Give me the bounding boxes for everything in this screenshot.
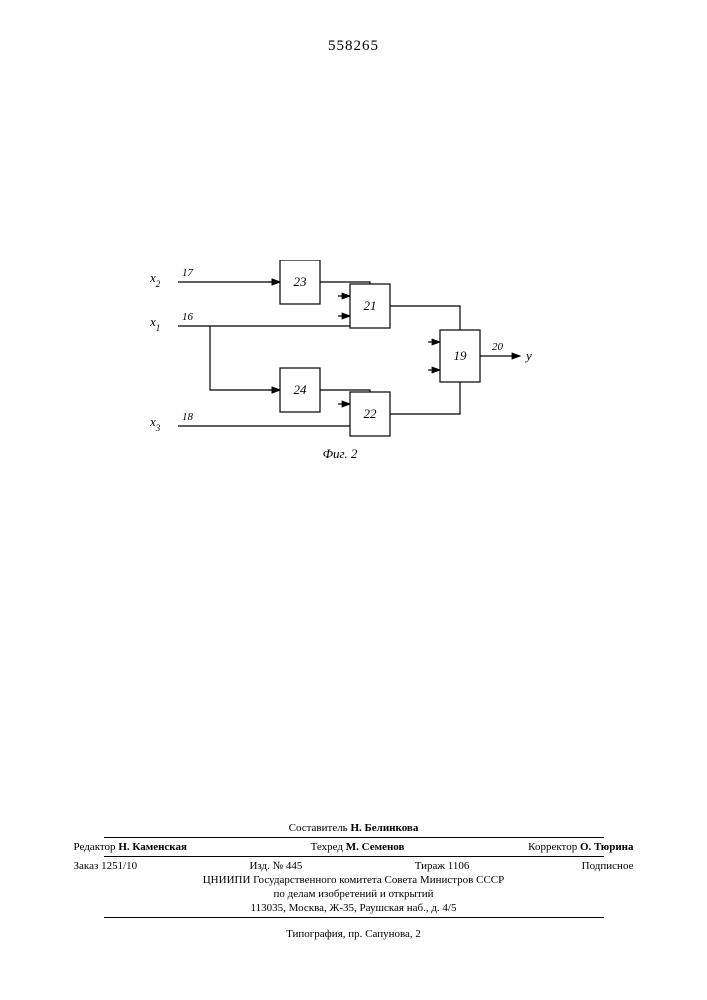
- svg-text:y: y: [524, 348, 532, 363]
- svg-text:Фиг. 2: Фиг. 2: [323, 446, 358, 461]
- svg-text:19: 19: [454, 348, 468, 363]
- org-line1: ЦНИИПИ Государственного комитета Совета …: [0, 874, 707, 886]
- order-num: 1251/10: [101, 860, 137, 872]
- corrector-block: Корректор О. Тюрина: [528, 841, 633, 853]
- techred-label: Техред: [311, 841, 343, 853]
- block-diagram: 23 21 24 22 19 x2 17 x1 16 x3 18 20 y Фиг. 2: [140, 260, 560, 470]
- svg-text:24: 24: [294, 382, 308, 397]
- svg-text:x3: x3: [149, 414, 161, 433]
- print-line: Заказ 1251/10 Изд. № 445 Тираж 1106 Подп…: [64, 860, 644, 872]
- svg-text:x2: x2: [149, 270, 161, 289]
- svg-text:x1: x1: [149, 314, 160, 333]
- editor-label: Редактор: [74, 841, 116, 853]
- izd-label: Изд. №: [249, 860, 283, 872]
- svg-text:23: 23: [294, 274, 308, 289]
- techred-name: М. Семенов: [346, 841, 405, 853]
- rule-2: [104, 856, 604, 857]
- footer: Составитель Н. Белинкова Редактор Н. Кам…: [0, 822, 707, 940]
- compiler-label: Составитель: [289, 822, 348, 834]
- tirazh-label: Тираж: [415, 860, 445, 872]
- svg-text:17: 17: [182, 267, 194, 279]
- org-line2: по делам изобретений и открытий: [0, 888, 707, 900]
- editors-line: Редактор Н. Каменская Техред М. Семенов …: [64, 841, 644, 853]
- izd-block: Изд. № 445: [249, 860, 302, 872]
- diagram-svg: 23 21 24 22 19 x2 17 x1 16 x3 18 20 y Фиг. 2: [140, 260, 560, 470]
- tirazh-num: 1106: [448, 860, 470, 872]
- document-number: 558265: [0, 38, 707, 55]
- page: 558265 23 21 24 22 19 x2 17 x1 16 x3 18 20 y Фиг. 2 С…: [0, 0, 707, 1000]
- editor-name: Н. Каменская: [118, 841, 187, 853]
- corrector-label: Корректор: [528, 841, 577, 853]
- svg-text:18: 18: [182, 411, 194, 423]
- compiler-name: Н. Белинкова: [350, 822, 418, 834]
- izd-num: 445: [286, 860, 303, 872]
- compiler-line: Составитель Н. Белинкова: [0, 822, 707, 834]
- svg-text:20: 20: [492, 341, 504, 353]
- svg-text:21: 21: [364, 298, 377, 313]
- corrector-name: О. Тюрина: [580, 841, 634, 853]
- rule-1: [104, 837, 604, 838]
- typography: Типография, пр. Сапунова, 2: [0, 928, 707, 940]
- order-block: Заказ 1251/10: [74, 860, 138, 872]
- subscription: Подписное: [582, 860, 634, 872]
- order-label: Заказ: [74, 860, 99, 872]
- editor-block: Редактор Н. Каменская: [74, 841, 187, 853]
- techred-block: Техред М. Семенов: [311, 841, 405, 853]
- svg-text:16: 16: [182, 311, 194, 323]
- tirazh-block: Тираж 1106: [415, 860, 470, 872]
- rule-3: [104, 917, 604, 918]
- svg-text:22: 22: [364, 406, 378, 421]
- address: 113035, Москва, Ж-35, Раушская наб., д. …: [0, 902, 707, 914]
